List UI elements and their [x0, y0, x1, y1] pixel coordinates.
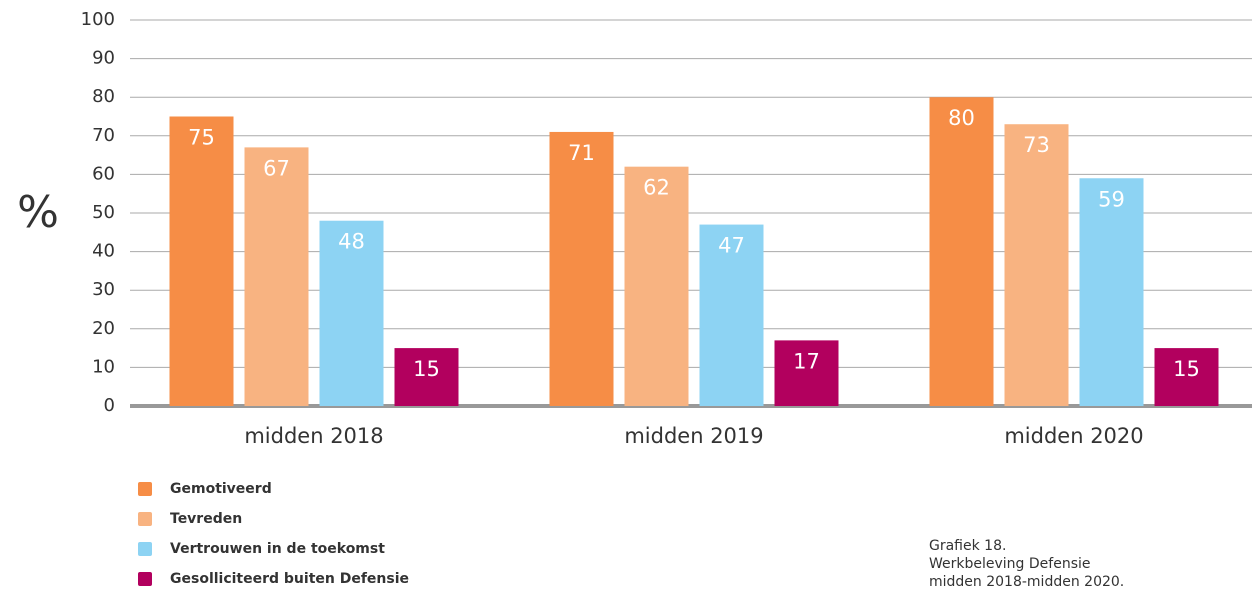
bar — [244, 147, 309, 406]
bar — [1154, 348, 1219, 406]
legend-label: Vertrouwen in de toekomst — [170, 541, 385, 557]
bar — [549, 131, 614, 406]
y-axis-label: % — [17, 187, 59, 238]
y-tick-label: 10 — [92, 356, 115, 377]
y-tick-label: 40 — [92, 241, 115, 262]
bar — [774, 340, 839, 406]
data-label: 67 — [263, 156, 290, 180]
y-tick-label: 20 — [92, 318, 115, 339]
y-tick-label: 100 — [81, 9, 115, 30]
legend-label: Tevreden — [170, 511, 242, 527]
x-tick-label: midden 2019 — [624, 424, 763, 448]
y-tick-label: 90 — [92, 48, 115, 69]
bar — [624, 166, 689, 406]
caption: Werkbeleving Defensie — [929, 556, 1091, 572]
bar — [699, 224, 764, 406]
legend-label: Gemotiveerd — [170, 481, 272, 497]
y-tick-label: 50 — [92, 202, 115, 223]
y-tick-label: 60 — [92, 163, 115, 184]
data-label: 17 — [793, 349, 820, 373]
legend-label: Gesolliciteerd buiten Defensie — [170, 571, 409, 587]
caption: Grafiek 18. — [929, 538, 1006, 554]
bar — [1004, 124, 1069, 406]
data-label: 47 — [718, 234, 745, 258]
data-label: 71 — [568, 141, 595, 165]
caption: midden 2018-midden 2020. — [929, 574, 1124, 589]
data-label: 48 — [338, 230, 365, 254]
data-label: 75 — [188, 126, 215, 150]
bar — [394, 348, 459, 406]
legend-swatch — [138, 512, 152, 526]
data-label: 80 — [948, 106, 975, 130]
legend-swatch — [138, 572, 152, 586]
y-tick-label: 80 — [92, 86, 115, 107]
y-tick-label: 30 — [92, 279, 115, 300]
bar — [929, 97, 994, 406]
data-label: 62 — [643, 176, 670, 200]
data-label: 15 — [413, 357, 440, 381]
legend-swatch — [138, 542, 152, 556]
bar — [1079, 178, 1144, 406]
data-label: 73 — [1023, 133, 1050, 157]
data-label: 59 — [1098, 187, 1125, 211]
bar — [319, 220, 384, 406]
data-label: 15 — [1173, 357, 1200, 381]
x-tick-label: midden 2020 — [1004, 424, 1143, 448]
bar — [169, 116, 234, 406]
x-tick-label: midden 2018 — [244, 424, 383, 448]
legend-swatch — [138, 482, 152, 496]
y-tick-label: 70 — [92, 125, 115, 146]
y-tick-label: 0 — [104, 395, 115, 416]
